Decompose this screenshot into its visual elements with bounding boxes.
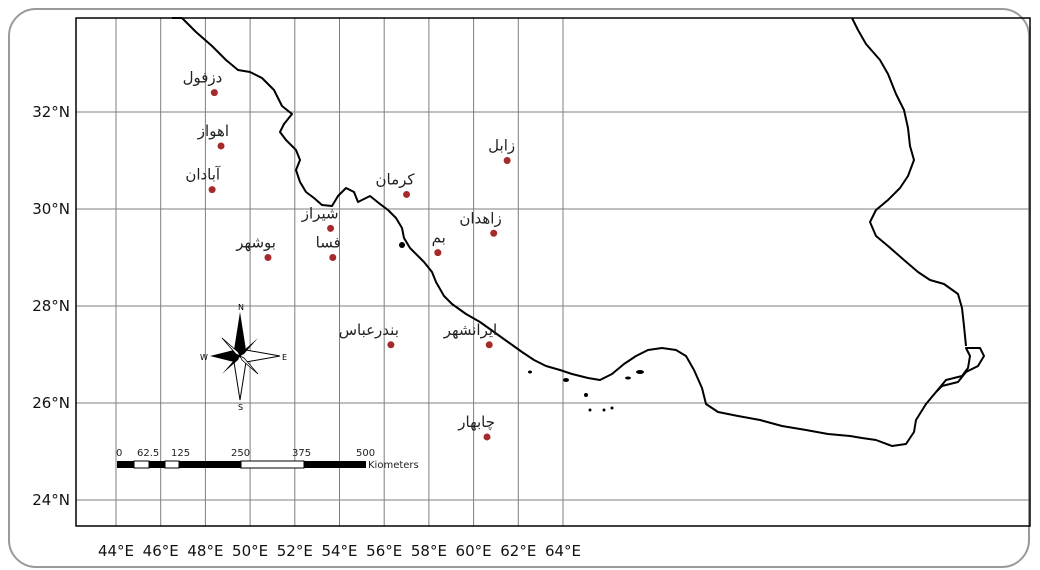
longitude-label: 54°E	[321, 542, 357, 560]
city-marker[interactable]: کرمان	[376, 170, 416, 198]
scale-bar: 0 62.5 125 250 375 500 Kiometers	[116, 448, 419, 471]
islands	[399, 242, 644, 412]
compass-north-point	[234, 312, 246, 356]
north-arrow: N S E W	[200, 303, 287, 412]
island	[625, 376, 631, 380]
scale-seg	[133, 460, 150, 469]
city-marker[interactable]: آبادان	[185, 166, 221, 194]
longitude-label: 52°E	[277, 542, 313, 560]
scale-tick-label: 62.5	[137, 448, 159, 459]
longitude-label: 64°E	[545, 542, 581, 560]
island	[636, 370, 644, 374]
city-label: کرمان	[376, 170, 416, 188]
compass-west-point	[210, 350, 240, 362]
latitude-label: 30°N	[32, 200, 70, 218]
city-dot	[483, 433, 491, 441]
city-dot	[387, 341, 395, 349]
island	[563, 378, 569, 382]
city-marker[interactable]: چابهار	[457, 413, 495, 441]
scale-seg	[164, 460, 180, 469]
scale-tick-label: 125	[171, 448, 190, 459]
longitude-label: 48°E	[187, 542, 223, 560]
city-dot	[264, 254, 272, 261]
compass-sw-point	[222, 356, 240, 374]
city-dot	[403, 190, 411, 198]
compass-n-label: N	[238, 303, 244, 312]
city-dot	[485, 341, 493, 349]
scale-tick-label: 0	[116, 448, 122, 459]
city-marker[interactable]: ایرانشهر	[443, 321, 498, 349]
longitude-label: 60°E	[456, 542, 492, 560]
latitude-label: 28°N	[32, 297, 70, 315]
scale-unit-label: Kiometers	[368, 460, 419, 471]
latitude-label: 32°N	[32, 103, 70, 121]
map-frame	[8, 8, 1030, 568]
island	[588, 408, 592, 412]
island	[399, 242, 405, 248]
latitude-label: 24°N	[32, 491, 70, 509]
city-label: فسا	[316, 234, 341, 252]
compass-ne-point	[240, 338, 258, 356]
city-marker[interactable]: زابل	[488, 137, 515, 165]
city-dot	[210, 89, 218, 97]
city-marker[interactable]: بوشهر	[235, 234, 276, 262]
city-marker[interactable]: زاهدان	[459, 209, 502, 237]
island	[584, 393, 588, 397]
scale-seg	[149, 461, 165, 468]
city-dot	[217, 142, 225, 150]
city-label: بندرعباس	[339, 321, 399, 339]
latitude-label: 26°N	[32, 394, 70, 412]
eastern-border-path	[851, 17, 967, 347]
city-label: بم	[432, 229, 446, 247]
compass-e-label: E	[282, 353, 287, 362]
axis-labels: 44°E 46°E 48°E 50°E 52°E 54°E 56°E 58°E 60°E 62°E…	[32, 103, 581, 560]
city-label: اهواز	[197, 122, 229, 140]
longitude-label: 50°E	[232, 542, 268, 560]
coastline-path	[181, 17, 985, 447]
scale-seg	[179, 461, 241, 468]
city-dot	[503, 157, 511, 164]
compass-south-point	[233, 355, 247, 401]
city-marker[interactable]: بم	[432, 229, 446, 257]
scale-seg	[240, 460, 305, 469]
city-dot	[329, 254, 337, 261]
scale-tick-label: 500	[356, 448, 375, 459]
compass-s-label: S	[238, 403, 243, 412]
city-dot	[327, 224, 335, 232]
scale-tick-label: 375	[292, 448, 311, 459]
map-neatline	[75, 17, 1031, 527]
city-marker[interactable]: فسا	[316, 234, 341, 262]
longitude-label: 58°E	[411, 542, 447, 560]
island	[610, 406, 614, 410]
city-label: شیراز	[301, 204, 339, 222]
city-dot	[490, 229, 498, 237]
city-dot	[434, 249, 442, 257]
city-marker[interactable]: بندرعباس	[339, 321, 399, 349]
city-label: زاهدان	[459, 209, 501, 227]
longitude-label: 46°E	[143, 542, 179, 560]
graticule	[76, 18, 1030, 526]
city-label: چابهار	[457, 413, 495, 431]
city-label: زابل	[488, 137, 515, 155]
country-boundary	[172, 17, 985, 447]
city-label: ایرانشهر	[443, 321, 498, 339]
compass-w-label: W	[200, 353, 208, 362]
longitude-label: 44°E	[98, 542, 134, 560]
city-label: بوشهر	[235, 234, 276, 252]
island	[602, 408, 606, 412]
cities-layer: دزفول اهواز آبادان بوشهر شیراز فسا کرمان بم زابل…	[183, 69, 515, 441]
longitude-label: 56°E	[366, 542, 402, 560]
city-dot	[208, 186, 216, 194]
longitude-label: 62°E	[500, 542, 536, 560]
city-marker[interactable]: اهواز	[197, 122, 229, 150]
city-label: آبادان	[185, 166, 221, 184]
scale-seg	[304, 461, 366, 468]
city-label: دزفول	[183, 69, 223, 87]
city-marker[interactable]: دزفول	[183, 69, 223, 97]
scale-tick-label: 250	[231, 448, 250, 459]
island	[528, 370, 532, 374]
scale-seg	[117, 461, 134, 468]
city-marker[interactable]: شیراز	[301, 204, 339, 232]
